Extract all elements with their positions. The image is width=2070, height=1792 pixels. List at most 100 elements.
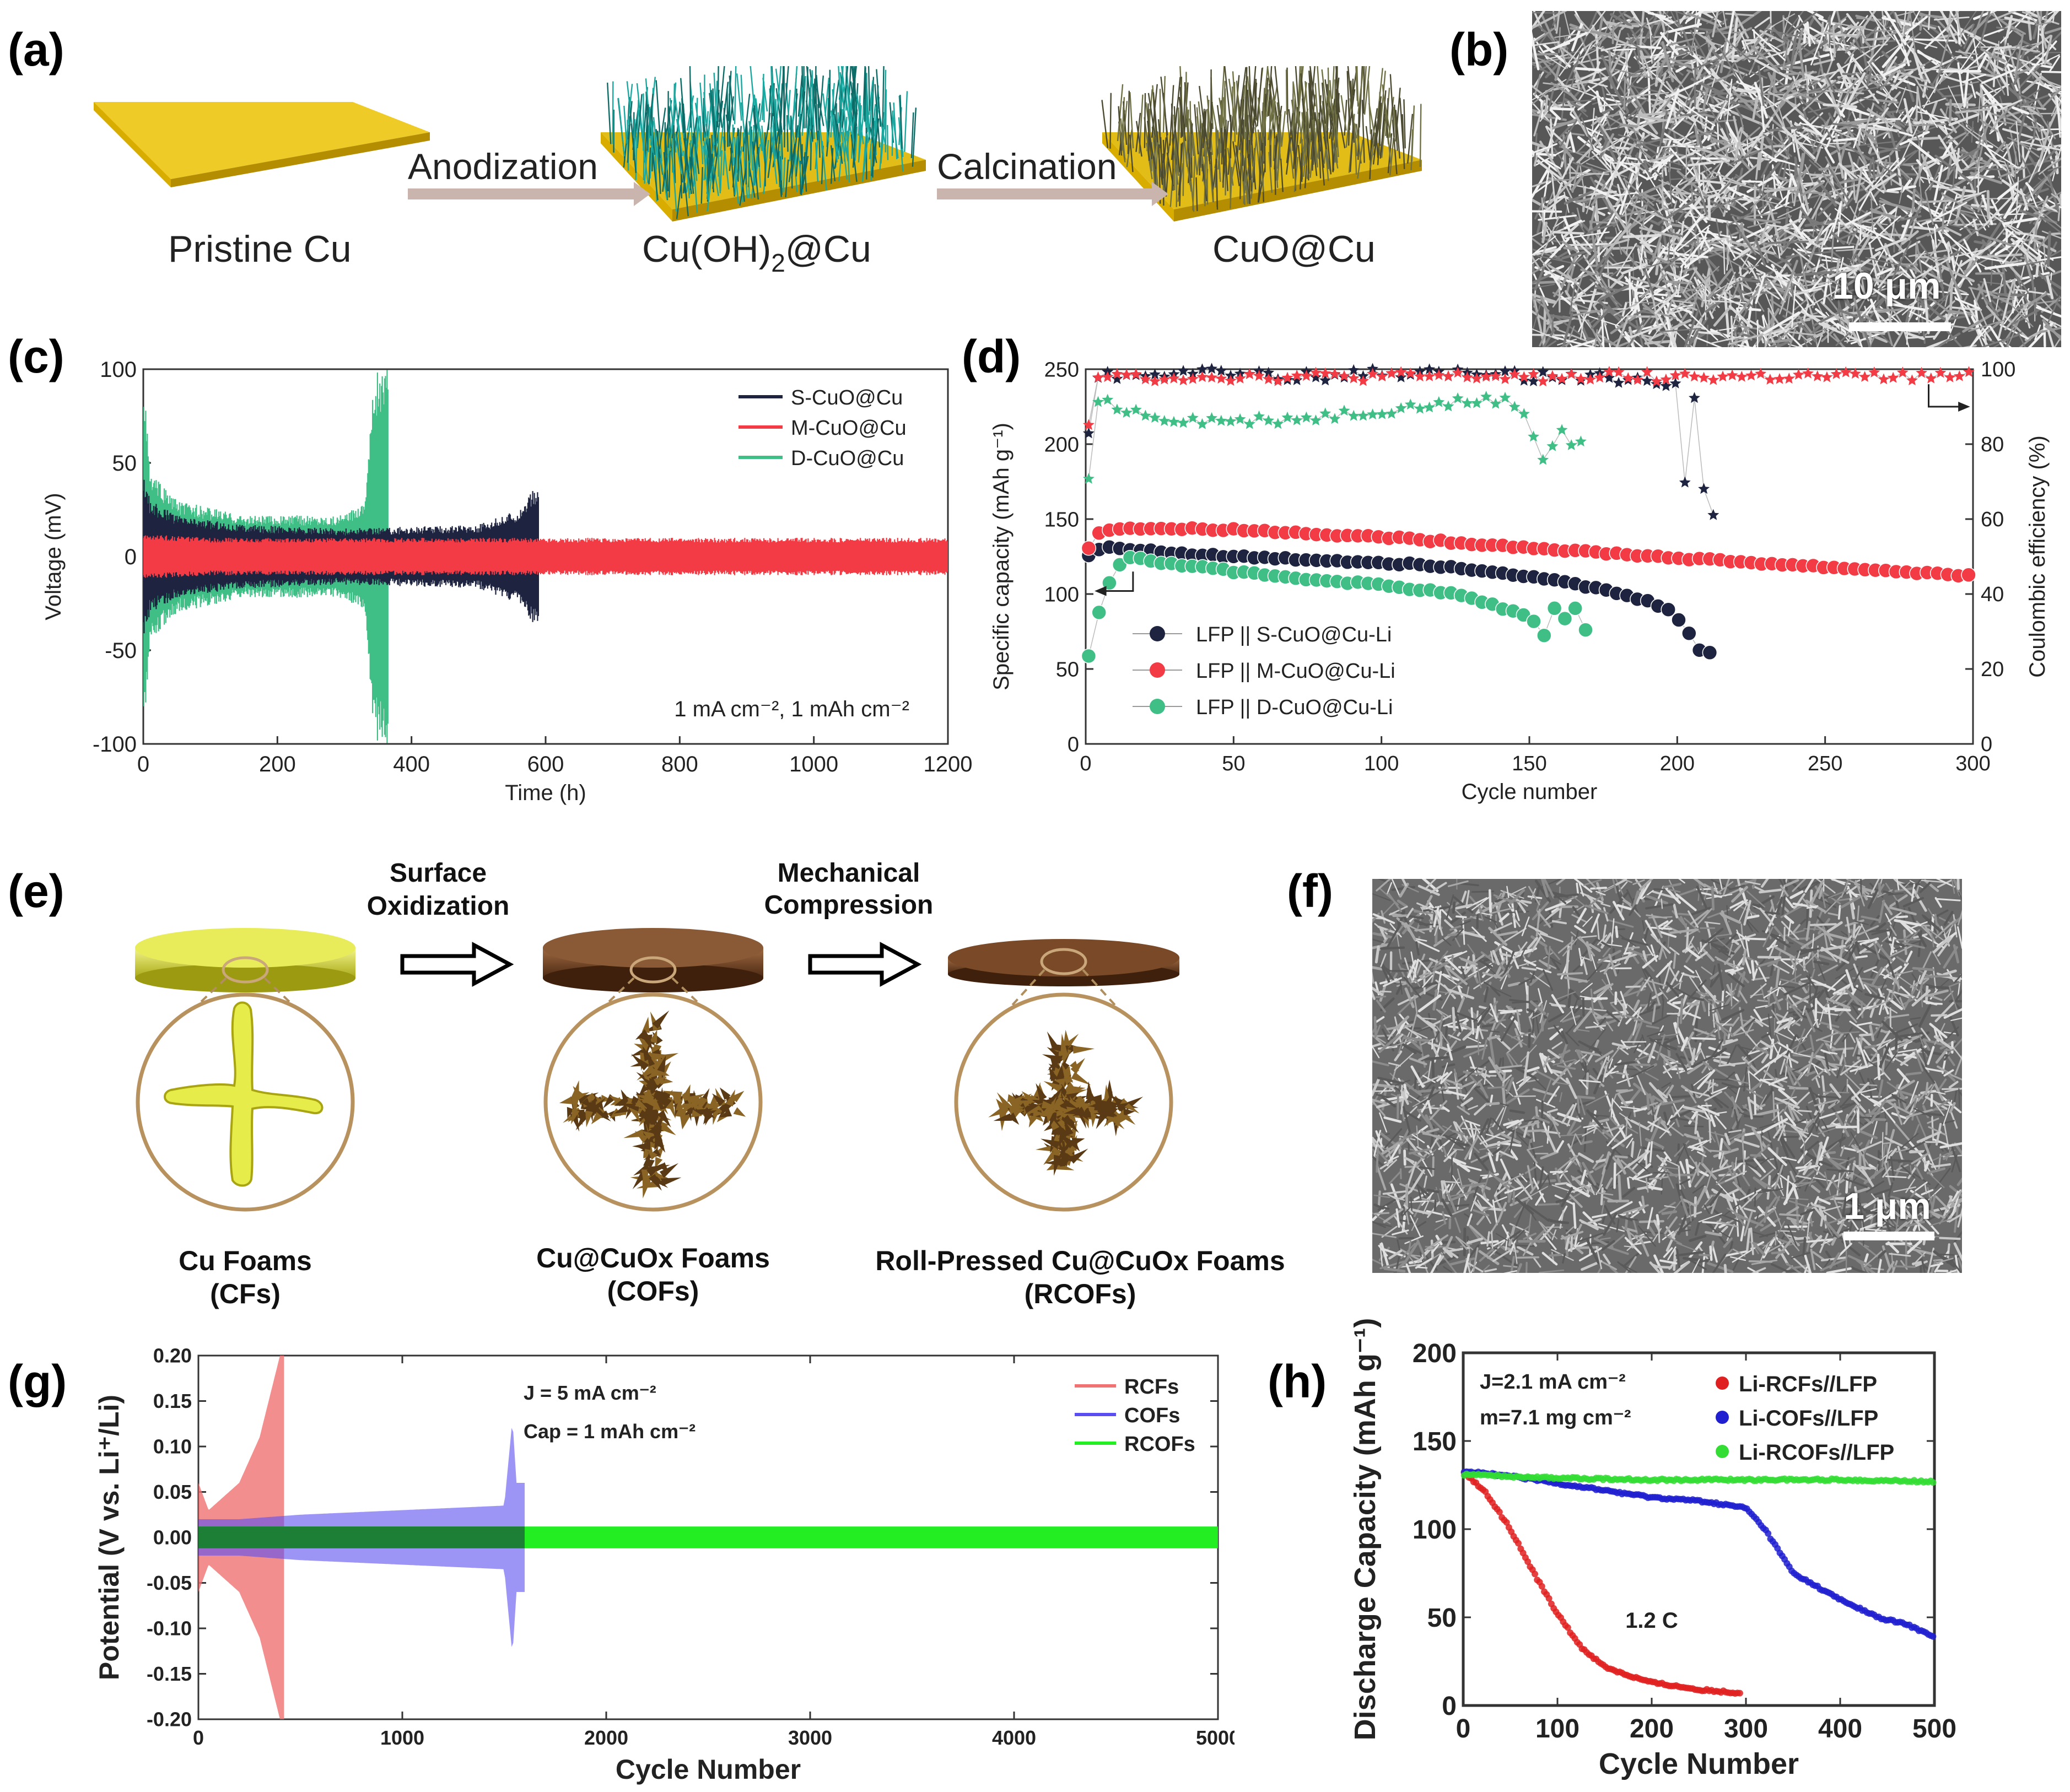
ce-star	[1158, 373, 1171, 385]
ce-star	[1263, 373, 1275, 385]
ce-star	[1082, 427, 1095, 439]
capacity-point	[1961, 567, 1976, 583]
legend-c-label: D-CuO@Cu	[791, 447, 904, 470]
discharge-point	[1929, 1479, 1937, 1486]
discharge-point	[1765, 1530, 1772, 1537]
ce-star	[1376, 370, 1388, 382]
ce-star	[1177, 365, 1189, 376]
ce-star	[1518, 408, 1530, 419]
ce-star	[1404, 398, 1416, 410]
panel-label-c: (c)	[8, 331, 64, 382]
legend-h-marker	[1716, 1411, 1729, 1424]
y2-axis-label: Coulombic efficiency (%)	[2025, 435, 2050, 677]
ce-star	[1622, 372, 1634, 384]
ce-star	[1953, 370, 1965, 381]
legend-d-label: LFP || S-CuO@Cu-Li	[1196, 623, 1392, 646]
cu-foam-disk	[135, 928, 355, 992]
x-tick-label: 100	[1535, 1714, 1580, 1744]
ce-star	[1149, 412, 1161, 423]
x-axis-label: Cycle Number	[616, 1754, 801, 1785]
ce-star	[1272, 375, 1284, 386]
ce-star	[1281, 411, 1293, 423]
ce-star	[1603, 365, 1615, 377]
y-tick-label: -100	[93, 732, 137, 757]
ce-star	[1347, 372, 1360, 384]
ce-star	[1310, 371, 1322, 382]
ce-star	[1168, 415, 1180, 427]
ce-star	[1641, 366, 1653, 377]
ce-star	[1139, 409, 1151, 421]
y-axis-label: Specific capacity (mAh g⁻¹)	[989, 423, 1014, 690]
ce-star	[1149, 368, 1161, 380]
x-tick-label: 0	[1080, 752, 1091, 775]
ce-star	[1338, 370, 1350, 381]
y-tick-label: 50	[1056, 658, 1079, 681]
ce-star	[1102, 393, 1114, 405]
ce-star	[1698, 483, 1710, 494]
ce-star	[1773, 373, 1786, 384]
legend-h-label: Li-RCOFs//LFP	[1739, 1440, 1894, 1465]
x-tick-label: 4000	[992, 1726, 1036, 1749]
ce-star	[1177, 417, 1189, 428]
ce-star	[1518, 371, 1530, 382]
ce-star	[1461, 397, 1473, 408]
x-tick-label: 500	[1912, 1714, 1956, 1744]
ce-star	[1206, 363, 1218, 374]
y-tick-label: 50	[112, 451, 137, 476]
ce-line-0	[1088, 368, 1714, 516]
ce-star	[1821, 371, 1833, 382]
series-c-M-CuO@Cu	[143, 535, 948, 578]
capacity-point	[1671, 612, 1686, 628]
cap-series-1	[1081, 520, 1976, 584]
plot-c	[143, 370, 948, 743]
y-tick-label: -50	[105, 639, 137, 663]
ce-star	[1783, 373, 1795, 384]
ce-star	[1537, 366, 1549, 377]
ce-star	[1310, 366, 1322, 378]
ce-star	[1528, 368, 1539, 379]
ce-star	[1300, 411, 1312, 423]
anodization-label: Anodization	[408, 146, 598, 187]
ce-star	[1215, 373, 1227, 384]
y-tick-label: -0.15	[147, 1663, 192, 1685]
scale-label-f: 1 μm	[1843, 1185, 1931, 1227]
series-c-M-CuO@Cu-trace	[143, 535, 948, 578]
y-tick-label: 250	[1044, 358, 1079, 381]
x-tick-label: 50	[1222, 752, 1245, 775]
ce-star	[1840, 366, 1852, 377]
panel-label-d: (d)	[962, 331, 1021, 382]
ce-star	[1092, 396, 1104, 407]
ce-star	[1499, 391, 1511, 403]
sem-image-b: 10 μm	[1532, 11, 2061, 347]
ce-star	[1395, 371, 1407, 382]
ce-star	[1386, 407, 1398, 419]
x-tick-label: 1000	[380, 1726, 424, 1749]
oxidization-arrow	[400, 942, 514, 987]
plot-g	[198, 1356, 1218, 1719]
ce-star	[1651, 375, 1663, 387]
ce-star	[1158, 415, 1171, 426]
panel-label-a: (a)	[8, 24, 64, 75]
ce-star	[1404, 367, 1416, 379]
capacity-point	[1081, 541, 1097, 556]
ce-star	[1679, 368, 1691, 379]
ce-star	[1925, 372, 1937, 384]
ce-star	[1225, 375, 1237, 386]
ce-star	[1177, 374, 1189, 386]
ce-star	[1395, 402, 1407, 413]
y-tick-label: 0.15	[153, 1390, 192, 1412]
ce-star	[1196, 371, 1208, 382]
y2-tick-label: 40	[1981, 583, 2004, 606]
series-h-0	[1460, 1469, 1743, 1697]
discharge-point	[1532, 1570, 1538, 1578]
ce-star	[1319, 367, 1332, 379]
y-tick-label: 200	[1044, 433, 1079, 456]
ce-star	[1442, 370, 1454, 381]
ce-star	[1347, 364, 1360, 375]
rcof-abbr: (RCOFs)	[1025, 1278, 1136, 1309]
cof-strut	[559, 1010, 746, 1199]
ce-star	[1878, 373, 1890, 385]
sem-image-f: 1 μm	[1372, 879, 1962, 1273]
